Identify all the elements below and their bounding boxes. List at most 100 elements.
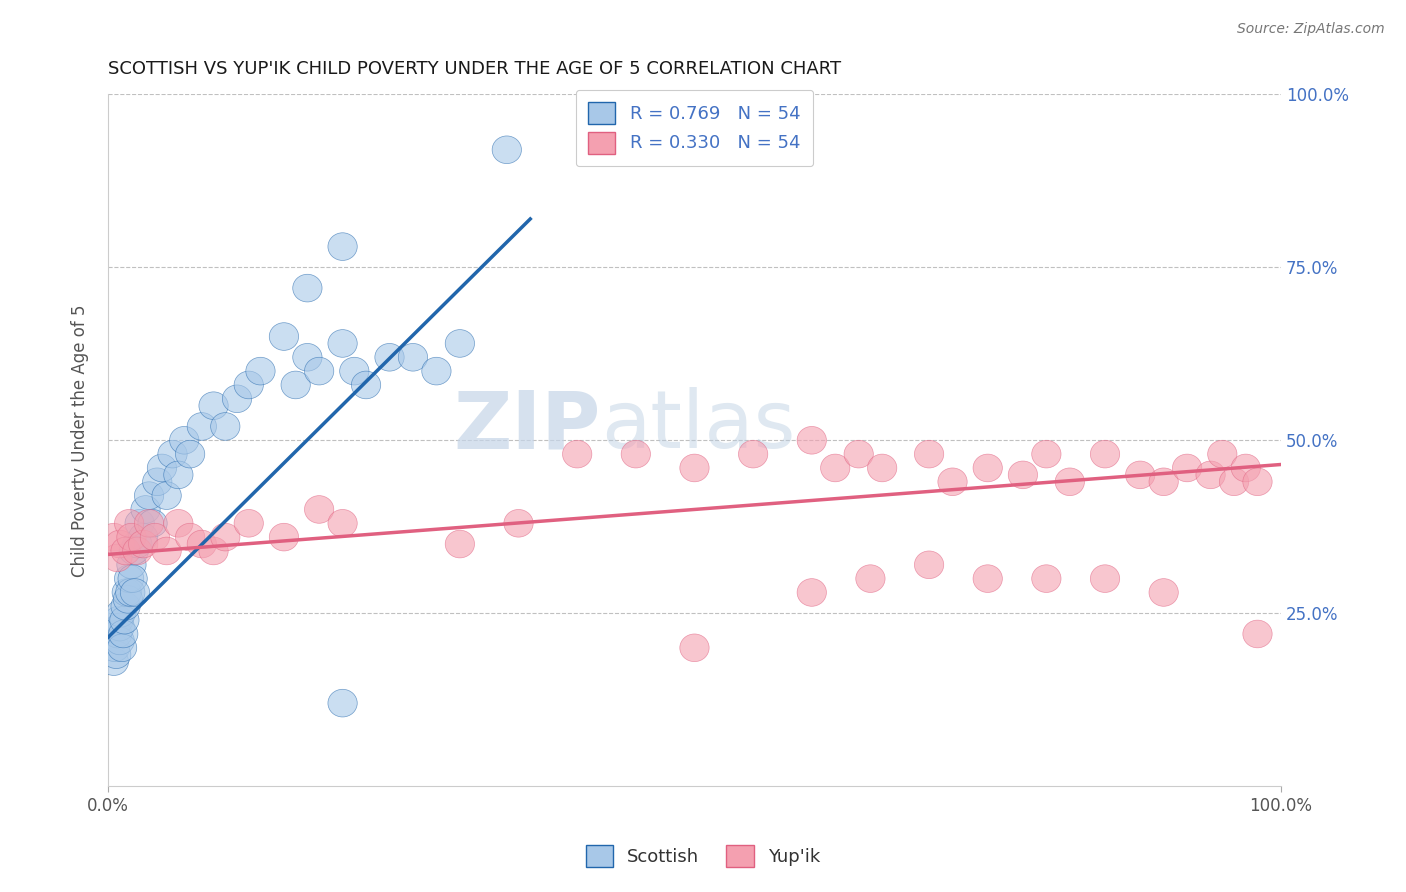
Ellipse shape — [1243, 620, 1272, 648]
Ellipse shape — [1232, 454, 1260, 482]
Ellipse shape — [128, 524, 157, 551]
Ellipse shape — [135, 509, 163, 537]
Ellipse shape — [198, 392, 228, 419]
Ellipse shape — [352, 371, 381, 399]
Ellipse shape — [292, 274, 322, 302]
Ellipse shape — [914, 441, 943, 468]
Ellipse shape — [170, 426, 198, 454]
Ellipse shape — [973, 454, 1002, 482]
Ellipse shape — [157, 441, 187, 468]
Ellipse shape — [1032, 565, 1062, 592]
Ellipse shape — [118, 565, 148, 592]
Ellipse shape — [100, 648, 128, 675]
Ellipse shape — [101, 640, 131, 668]
Ellipse shape — [446, 330, 475, 358]
Ellipse shape — [104, 607, 134, 634]
Ellipse shape — [1173, 454, 1202, 482]
Ellipse shape — [103, 620, 132, 648]
Ellipse shape — [305, 358, 333, 385]
Ellipse shape — [1197, 461, 1225, 489]
Ellipse shape — [163, 461, 193, 489]
Ellipse shape — [292, 343, 322, 371]
Ellipse shape — [152, 537, 181, 565]
Ellipse shape — [281, 371, 311, 399]
Ellipse shape — [681, 454, 709, 482]
Ellipse shape — [328, 330, 357, 358]
Ellipse shape — [111, 537, 141, 565]
Ellipse shape — [100, 524, 128, 551]
Ellipse shape — [738, 441, 768, 468]
Ellipse shape — [176, 441, 205, 468]
Ellipse shape — [1054, 468, 1084, 496]
Text: Source: ZipAtlas.com: Source: ZipAtlas.com — [1237, 22, 1385, 37]
Ellipse shape — [135, 482, 163, 509]
Ellipse shape — [114, 509, 143, 537]
Ellipse shape — [121, 579, 149, 607]
Ellipse shape — [492, 136, 522, 163]
Ellipse shape — [141, 524, 170, 551]
Ellipse shape — [163, 509, 193, 537]
Ellipse shape — [1243, 468, 1272, 496]
Ellipse shape — [821, 454, 849, 482]
Ellipse shape — [914, 551, 943, 579]
Ellipse shape — [868, 454, 897, 482]
Ellipse shape — [138, 509, 167, 537]
Ellipse shape — [270, 323, 298, 351]
Ellipse shape — [105, 627, 135, 655]
Ellipse shape — [1090, 565, 1119, 592]
Ellipse shape — [1126, 461, 1154, 489]
Ellipse shape — [120, 537, 149, 565]
Ellipse shape — [148, 454, 177, 482]
Ellipse shape — [100, 634, 129, 662]
Ellipse shape — [125, 509, 155, 537]
Ellipse shape — [973, 565, 1002, 592]
Ellipse shape — [198, 537, 228, 565]
Ellipse shape — [1219, 468, 1249, 496]
Text: SCOTTISH VS YUP'IK CHILD POVERTY UNDER THE AGE OF 5 CORRELATION CHART: SCOTTISH VS YUP'IK CHILD POVERTY UNDER T… — [108, 60, 841, 78]
Ellipse shape — [111, 592, 141, 620]
Ellipse shape — [142, 468, 172, 496]
Ellipse shape — [328, 509, 357, 537]
Ellipse shape — [211, 413, 240, 441]
Legend: R = 0.769   N = 54, R = 0.330   N = 54: R = 0.769 N = 54, R = 0.330 N = 54 — [576, 89, 813, 166]
Ellipse shape — [105, 530, 135, 558]
Ellipse shape — [938, 468, 967, 496]
Ellipse shape — [328, 690, 357, 717]
Ellipse shape — [176, 524, 205, 551]
Ellipse shape — [681, 634, 709, 662]
Ellipse shape — [1032, 441, 1062, 468]
Ellipse shape — [122, 530, 152, 558]
Ellipse shape — [114, 565, 143, 592]
Ellipse shape — [246, 358, 276, 385]
Ellipse shape — [621, 441, 651, 468]
Ellipse shape — [797, 579, 827, 607]
Ellipse shape — [422, 358, 451, 385]
Ellipse shape — [1149, 579, 1178, 607]
Ellipse shape — [110, 607, 139, 634]
Ellipse shape — [115, 579, 145, 607]
Ellipse shape — [233, 509, 263, 537]
Ellipse shape — [328, 233, 357, 260]
Ellipse shape — [211, 524, 240, 551]
Text: ZIP: ZIP — [453, 387, 600, 466]
Ellipse shape — [117, 524, 146, 551]
Y-axis label: Child Poverty Under the Age of 5: Child Poverty Under the Age of 5 — [72, 304, 89, 576]
Ellipse shape — [131, 496, 160, 524]
Ellipse shape — [270, 524, 298, 551]
Ellipse shape — [103, 544, 132, 572]
Ellipse shape — [107, 634, 136, 662]
Ellipse shape — [562, 441, 592, 468]
Ellipse shape — [107, 599, 135, 627]
Ellipse shape — [152, 482, 181, 509]
Ellipse shape — [446, 530, 475, 558]
Ellipse shape — [187, 413, 217, 441]
Ellipse shape — [375, 343, 404, 371]
Ellipse shape — [222, 385, 252, 413]
Ellipse shape — [114, 585, 142, 613]
Ellipse shape — [108, 620, 138, 648]
Ellipse shape — [1149, 468, 1178, 496]
Ellipse shape — [1090, 441, 1119, 468]
Legend: Scottish, Yup'ik: Scottish, Yup'ik — [578, 838, 828, 874]
Ellipse shape — [797, 426, 827, 454]
Ellipse shape — [233, 371, 263, 399]
